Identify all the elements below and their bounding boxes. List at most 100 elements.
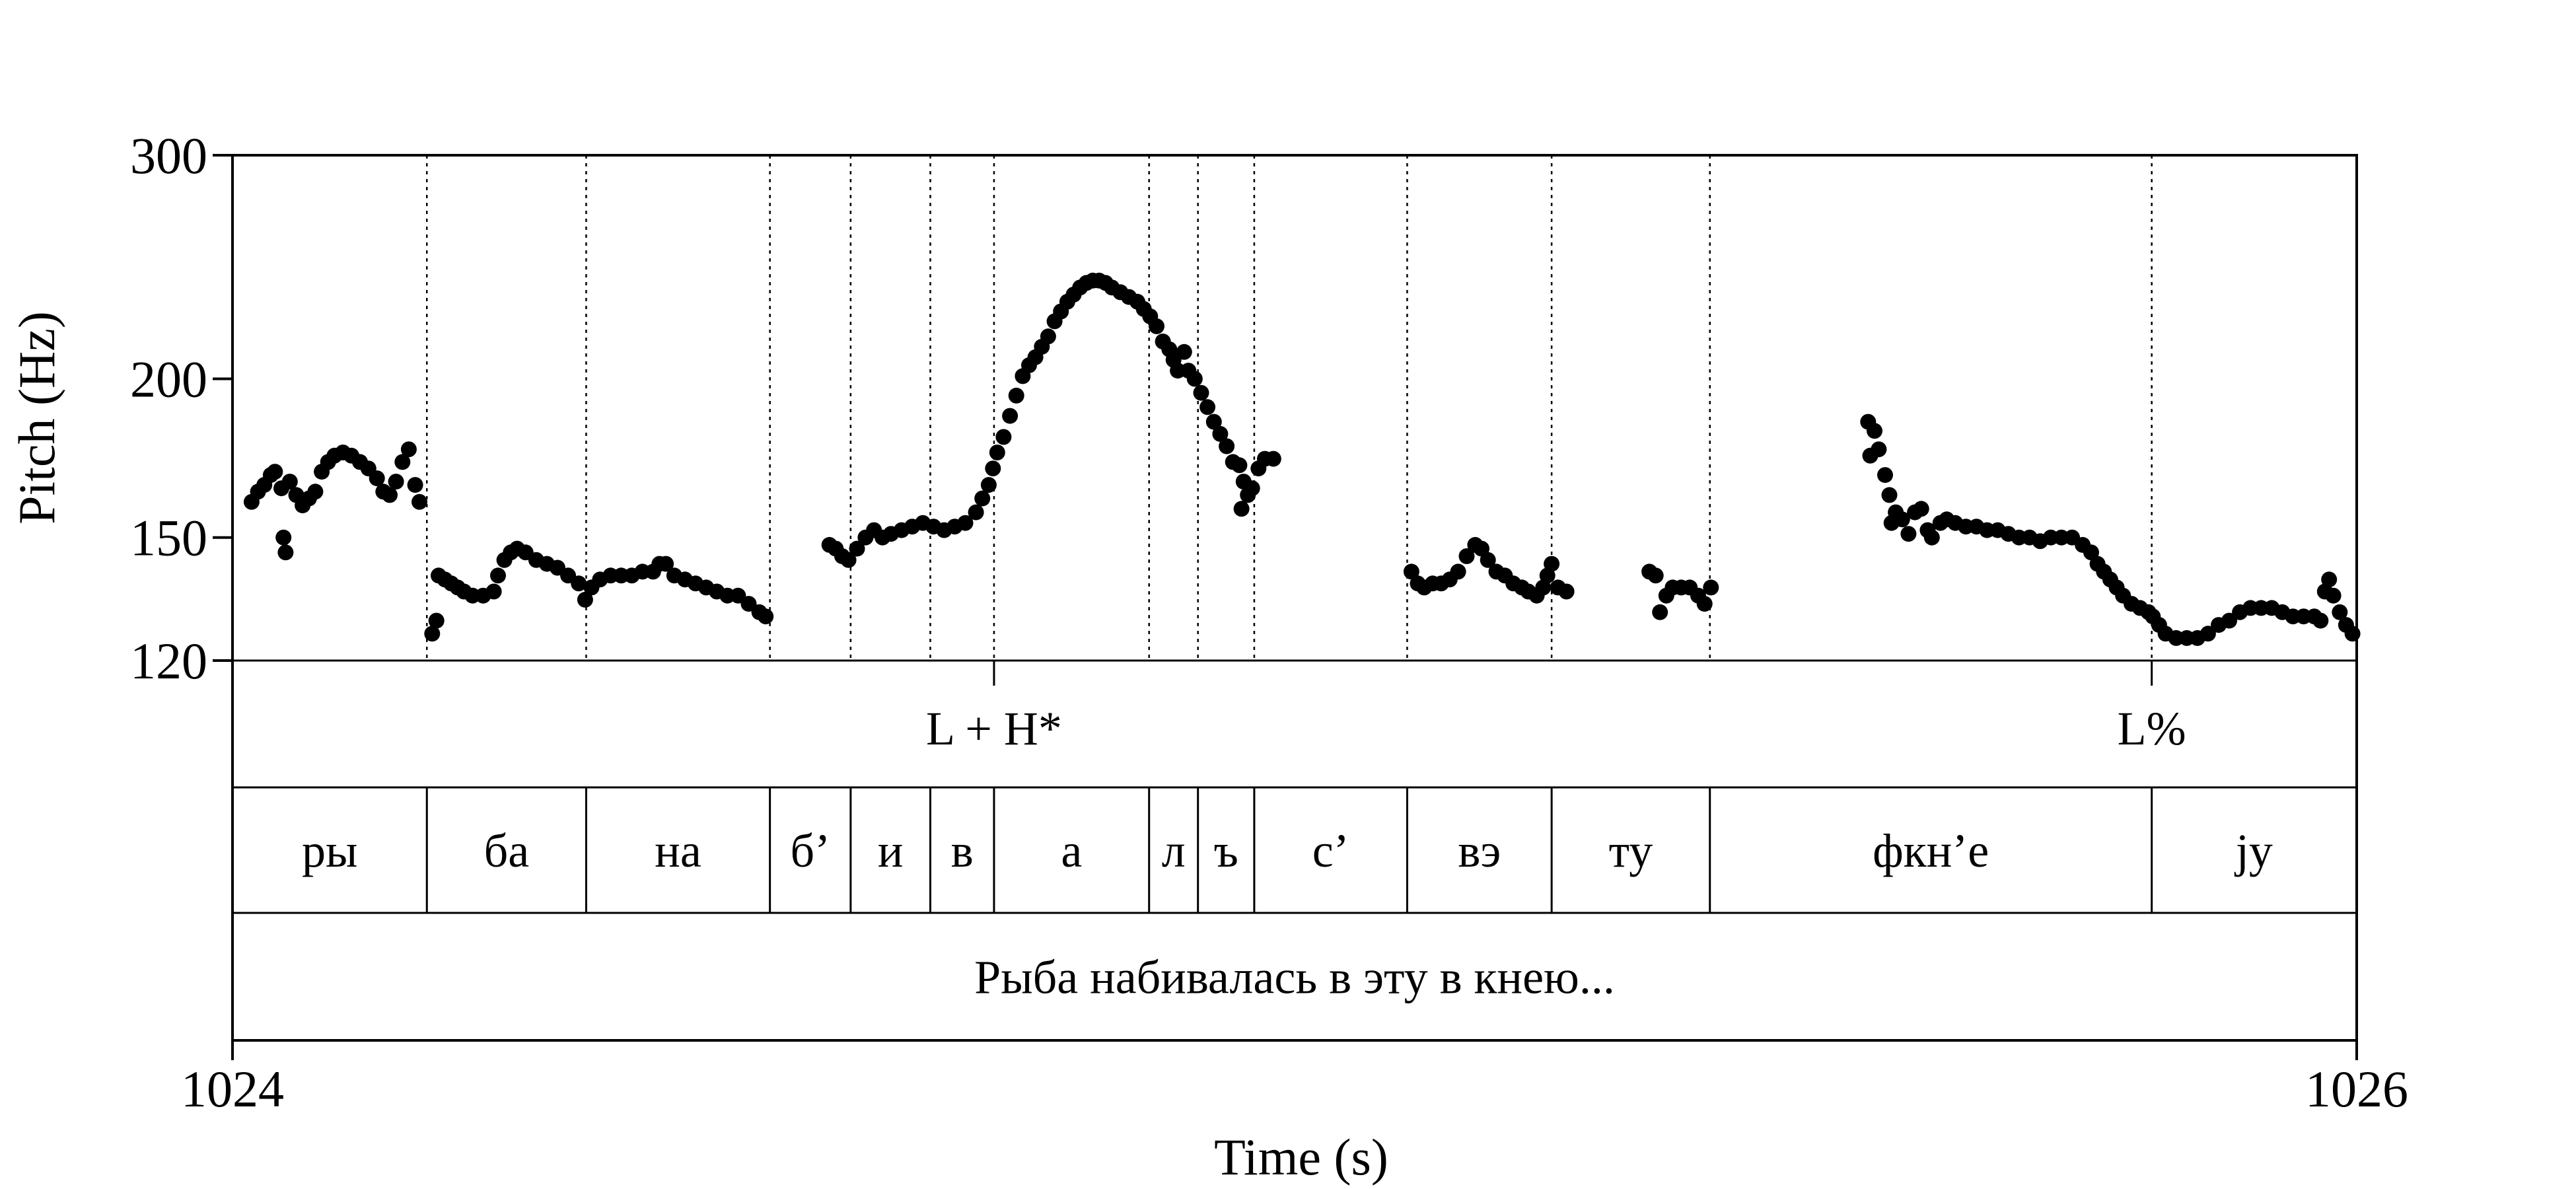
pitch-point	[1652, 604, 1668, 620]
pitch-point	[1008, 387, 1024, 404]
pitch-point	[369, 470, 385, 487]
chart-labels: 120 150 200 300 1024 1026 Time (s) Pitch (Hz) L …	[8, 127, 2408, 1186]
pitch-point	[424, 626, 441, 642]
tone-label: L%	[2118, 702, 2186, 755]
syllable-label: ту	[1609, 824, 1653, 877]
pitch-point	[1647, 567, 1664, 584]
x-tick-label: 1024	[181, 1060, 284, 1118]
pitch-point	[1696, 596, 1713, 612]
pitch-point	[1193, 384, 1209, 401]
pitch-point	[1923, 529, 1940, 546]
pitch-point	[428, 612, 445, 629]
pitch-point	[1877, 467, 1893, 484]
pitch-point	[974, 490, 991, 507]
y-tick-label: 300	[130, 127, 207, 184]
pitch-point	[411, 493, 427, 510]
pitch-point	[1867, 423, 1882, 439]
y-tick-label: 120	[130, 632, 207, 690]
pitch-point	[995, 429, 1012, 445]
pitch-point	[1450, 563, 1466, 580]
pitch-point	[307, 484, 324, 500]
pitch-point	[1199, 399, 1216, 415]
pitch-point	[1186, 371, 1203, 387]
syllable-label: ба	[484, 824, 530, 877]
pitch-point	[1900, 526, 1917, 542]
pitch-point	[1403, 563, 1419, 580]
syllable-label: jу	[2234, 824, 2273, 877]
pitch-point	[2321, 571, 2338, 588]
syllable-label: в	[951, 824, 974, 877]
syllable-label: л	[1162, 824, 1186, 877]
pitch-point	[1881, 487, 1898, 503]
pitch-point	[267, 464, 283, 480]
pitch-point	[1040, 328, 1056, 345]
pitch-point	[382, 487, 398, 503]
pitch-point	[1244, 480, 1260, 497]
x-axis-label: Time (s)	[1214, 1128, 1388, 1186]
pitch-point	[1212, 425, 1229, 442]
pitch-point	[2325, 587, 2342, 604]
pitch-point	[388, 474, 404, 490]
pitch-point	[968, 504, 984, 521]
syllable-label: и	[878, 824, 904, 877]
y-tick-label: 200	[130, 351, 207, 408]
pitch-point	[1149, 318, 1164, 334]
syllable-label: на	[655, 824, 701, 877]
x-tick-label: 1026	[2305, 1060, 2408, 1118]
pitch-point	[1233, 501, 1250, 517]
pitch-point	[2332, 604, 2348, 620]
pitch-point	[1231, 457, 1248, 474]
pitch-point	[1535, 579, 1552, 596]
pitch-point	[758, 608, 774, 625]
syllable-label: а	[1061, 824, 1082, 877]
plot-frame	[213, 154, 2358, 1060]
pitch-point	[275, 529, 292, 546]
pitch-point	[740, 596, 757, 612]
y-tick-label: 150	[130, 509, 207, 567]
pitch-point	[1544, 556, 1560, 572]
boundary-lines	[425, 155, 2153, 913]
pitch-point	[1703, 579, 1719, 596]
pitch-point	[1913, 501, 1929, 517]
y-axis-label: Pitch (Hz)	[8, 311, 65, 524]
syllable-label: б’	[790, 824, 830, 877]
pitch-point	[485, 583, 502, 600]
sentence-label: Рыба набивалась в эту в кнею...	[974, 951, 1615, 1004]
pitch-point	[989, 445, 1005, 460]
pitch-point	[1265, 450, 1281, 467]
pitch-point	[985, 460, 1001, 477]
pitch-point	[407, 477, 423, 493]
pitch-point	[2312, 612, 2329, 629]
pitch-point	[840, 552, 857, 568]
pitch-point	[394, 454, 411, 470]
pitch-point	[277, 544, 294, 561]
pitch-point	[1002, 408, 1019, 424]
pitch-point	[1458, 548, 1475, 564]
plot-border	[231, 154, 2358, 1042]
pitch-point	[980, 477, 997, 493]
pitch-point	[1480, 552, 1496, 568]
pitch-point	[1205, 414, 1222, 430]
pitch-point	[849, 540, 865, 557]
pitch-point	[1894, 511, 1910, 528]
pitch-point	[400, 441, 417, 458]
pitch-point	[1176, 343, 1192, 360]
pitch-point	[2221, 612, 2237, 629]
pitch-point	[957, 515, 974, 531]
syllable-label: ры	[302, 824, 357, 877]
pitch-point	[281, 474, 298, 490]
pitch-point	[490, 567, 506, 584]
tone-label: L + H*	[926, 702, 1062, 755]
pitch-point	[2200, 626, 2216, 642]
pitch-point	[571, 575, 587, 592]
syllable-label: с’	[1312, 824, 1349, 877]
pitch-point	[577, 591, 593, 608]
syllable-label: вэ	[1458, 824, 1501, 877]
syllable-label: ъ	[1214, 824, 1238, 877]
pitch-point	[658, 556, 674, 572]
pitch-point	[1219, 438, 1235, 454]
pitch-points	[243, 272, 2361, 646]
syllable-label: фкн’е	[1873, 824, 1989, 877]
pitch-point	[1558, 583, 1575, 600]
